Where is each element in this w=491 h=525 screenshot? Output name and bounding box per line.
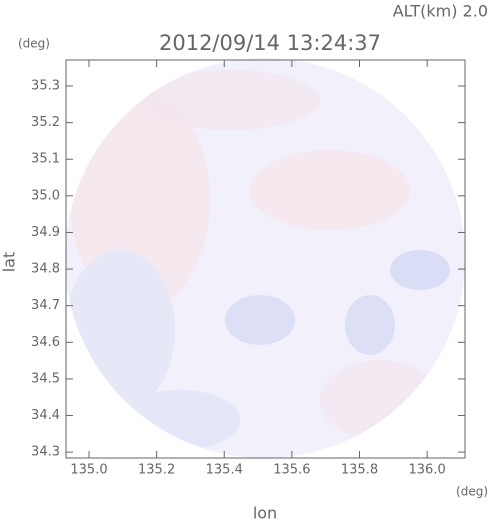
y-tick-label: 34.5 — [31, 371, 60, 386]
radar-field — [65, 58, 465, 458]
y-tick-label: 35.2 — [31, 115, 60, 130]
y-tick-label: 34.9 — [31, 225, 60, 240]
x-tick-label: 135.0 — [70, 463, 107, 478]
y-tick-label: 34.4 — [31, 408, 60, 423]
y-tick-label: 35.3 — [31, 78, 60, 93]
y-tick-label: 35.0 — [31, 188, 60, 203]
chart-title: 2012/09/14 13:24:37 — [159, 31, 381, 55]
x-unit: (deg) — [456, 485, 488, 499]
x-tick-label: 135.2 — [138, 463, 175, 478]
y-tick-label: 34.8 — [31, 262, 60, 277]
altitude: ALT(km) 2.0 — [393, 2, 488, 21]
y-tick-label: 34.3 — [31, 445, 60, 460]
y-tick-label: 35.1 — [31, 152, 60, 167]
x-tick-label: 136.0 — [409, 463, 446, 478]
y-tick-label: 34.7 — [31, 298, 60, 313]
x-axis-label: lon — [253, 504, 277, 522]
y-unit: (deg) — [18, 37, 50, 51]
plot-frame — [65, 59, 466, 459]
x-tick-label: 135.8 — [341, 463, 378, 478]
x-tick-label: 135.6 — [273, 463, 310, 478]
x-tick-label: 135.4 — [206, 463, 243, 478]
y-tick-label: 34.6 — [31, 335, 60, 350]
y-axis-label: lat — [0, 252, 19, 273]
